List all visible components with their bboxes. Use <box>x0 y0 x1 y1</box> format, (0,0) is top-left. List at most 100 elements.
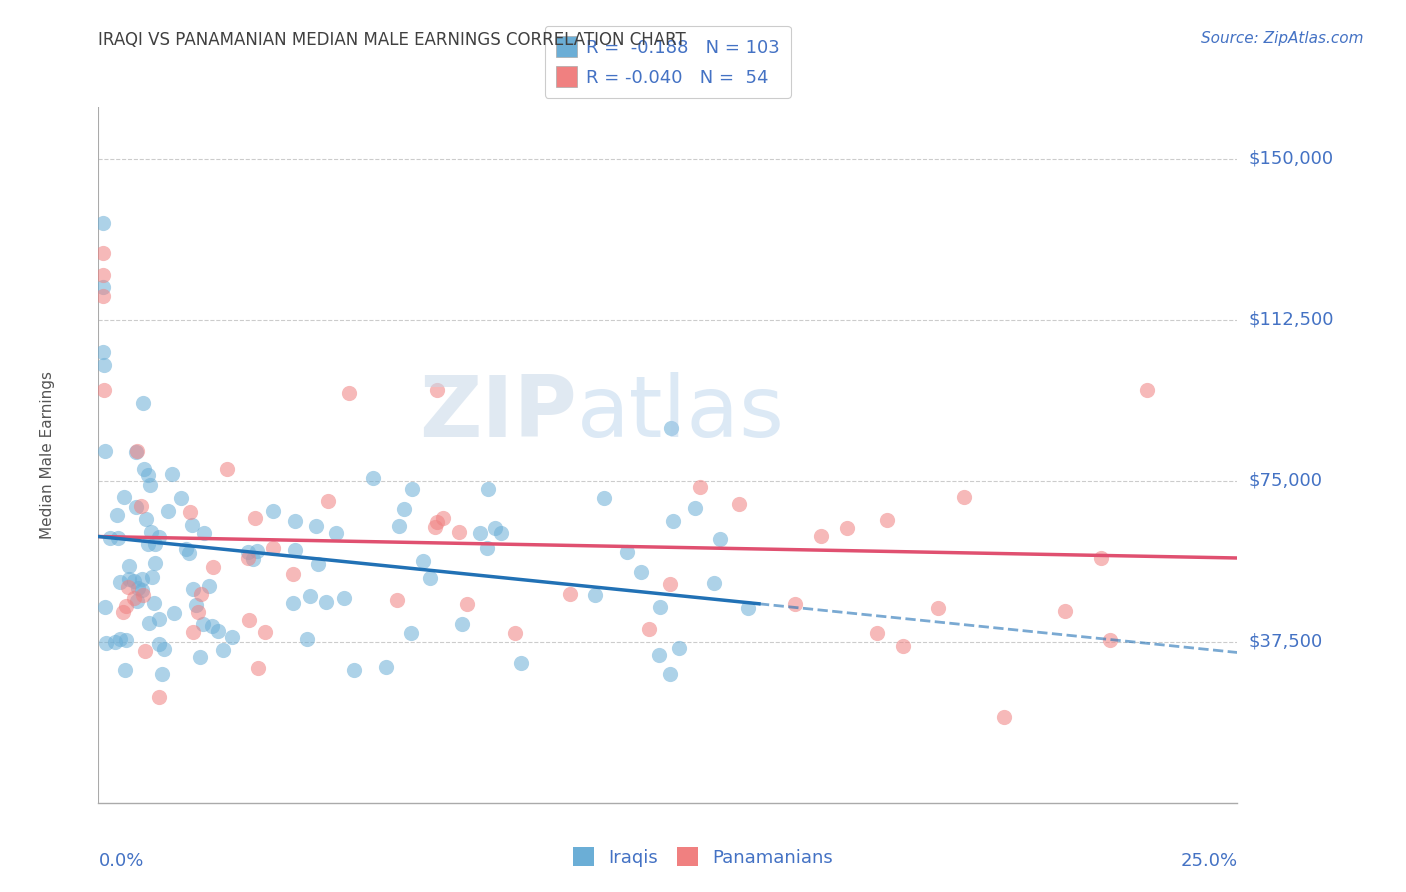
Point <box>315 595 337 609</box>
Point <box>866 625 889 640</box>
Point <box>174 541 197 556</box>
Point <box>689 480 711 494</box>
Point <box>246 661 269 675</box>
Point <box>160 467 183 481</box>
Point <box>477 482 499 496</box>
Point <box>190 587 212 601</box>
Point <box>728 497 751 511</box>
Text: atlas: atlas <box>576 372 785 455</box>
Point <box>337 386 360 401</box>
Point <box>683 500 706 515</box>
Point <box>142 597 165 611</box>
Point <box>451 616 474 631</box>
Point <box>262 541 284 555</box>
Point <box>236 545 259 559</box>
Point <box>131 583 153 598</box>
Point <box>125 443 148 458</box>
Point <box>447 525 470 540</box>
Point <box>125 500 148 514</box>
Point <box>412 553 434 567</box>
Point <box>630 565 652 579</box>
Point <box>246 544 269 558</box>
Point <box>98 531 121 545</box>
Point <box>659 667 682 681</box>
Point <box>361 471 384 485</box>
Point <box>139 478 162 492</box>
Point <box>307 558 329 572</box>
Point <box>484 521 506 535</box>
Point <box>703 576 725 591</box>
Point <box>456 597 478 611</box>
Point <box>135 512 157 526</box>
Text: Median Male Earnings: Median Male Earnings <box>39 371 55 539</box>
Point <box>211 643 233 657</box>
Legend: R =  -0.188   N = 103, R = -0.040   N =  54: R = -0.188 N = 103, R = -0.040 N = 54 <box>544 26 792 98</box>
Point <box>298 589 321 603</box>
Point <box>181 625 204 640</box>
Text: $150,000: $150,000 <box>1249 150 1333 168</box>
Text: 0.0%: 0.0% <box>98 852 143 870</box>
Point <box>143 537 166 551</box>
Point <box>489 526 512 541</box>
Point <box>91 246 114 260</box>
Point <box>139 524 162 539</box>
Point <box>325 526 347 541</box>
Point <box>876 512 898 526</box>
Point <box>401 482 423 496</box>
Point <box>114 664 136 678</box>
Point <box>737 600 759 615</box>
Point <box>148 612 170 626</box>
Point <box>132 461 155 475</box>
Text: $37,500: $37,500 <box>1249 632 1323 651</box>
Point <box>236 550 259 565</box>
Point <box>993 710 1015 724</box>
Point <box>423 519 446 533</box>
Point <box>94 444 117 458</box>
Point <box>132 396 155 410</box>
Point <box>650 599 672 614</box>
Point <box>132 588 155 602</box>
Point <box>388 519 411 533</box>
Point <box>138 615 160 630</box>
Point <box>136 537 159 551</box>
Point <box>112 605 135 619</box>
Point <box>125 593 148 607</box>
Point <box>93 384 115 398</box>
Point <box>503 626 526 640</box>
Point <box>157 504 180 518</box>
Text: $112,500: $112,500 <box>1249 310 1334 328</box>
Point <box>284 543 307 558</box>
Point <box>616 545 638 559</box>
Point <box>110 632 132 647</box>
Point <box>392 502 415 516</box>
Point <box>122 574 145 588</box>
Point <box>475 541 498 555</box>
Point <box>188 650 211 665</box>
Point <box>112 490 135 504</box>
Point <box>141 570 163 584</box>
Text: 25.0%: 25.0% <box>1180 852 1237 870</box>
Point <box>316 493 339 508</box>
Legend: Iraqis, Panamanians: Iraqis, Panamanians <box>565 840 841 874</box>
Point <box>785 597 807 611</box>
Point <box>927 601 949 615</box>
Point <box>91 344 114 359</box>
Point <box>426 516 449 530</box>
Point <box>170 491 193 506</box>
Point <box>108 575 131 590</box>
Point <box>647 648 669 662</box>
Point <box>129 499 152 513</box>
Point <box>333 591 356 606</box>
Point <box>163 607 186 621</box>
Point <box>91 280 114 294</box>
Point <box>180 517 202 532</box>
Point <box>207 624 229 638</box>
Point <box>148 637 170 651</box>
Point <box>118 572 141 586</box>
Point <box>668 641 690 656</box>
Point <box>91 216 114 230</box>
Point <box>114 599 136 613</box>
Point <box>134 644 156 658</box>
Point <box>281 596 304 610</box>
Point <box>891 640 914 654</box>
